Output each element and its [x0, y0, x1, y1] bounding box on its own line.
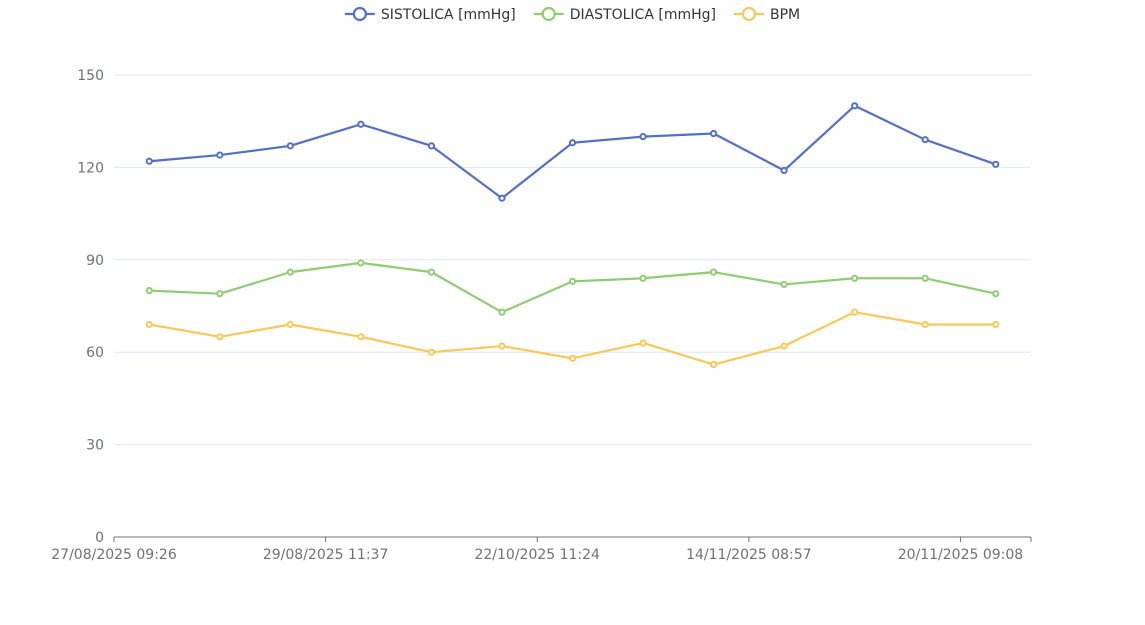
series-line — [149, 261, 996, 314]
data-point[interactable] — [568, 354, 577, 362]
legend-label: SISTOLICA [mmHg] — [381, 7, 516, 23]
data-point[interactable] — [780, 280, 788, 289]
data-point[interactable] — [568, 277, 577, 285]
data-point[interactable] — [145, 320, 153, 329]
data-point[interactable] — [427, 348, 436, 356]
data-point[interactable] — [992, 160, 1000, 168]
legend-circle-icon — [541, 6, 556, 22]
data-point[interactable] — [498, 342, 506, 350]
data-point[interactable] — [286, 142, 294, 150]
data-point[interactable] — [568, 139, 577, 147]
data-point[interactable] — [921, 136, 929, 144]
y-tick-label: 60 — [86, 345, 104, 361]
data-point[interactable] — [639, 339, 647, 347]
legend-item[interactable]: BPM — [733, 6, 800, 23]
data-point[interactable] — [992, 320, 1000, 329]
y-tick-label: 0 — [95, 530, 104, 546]
data-point[interactable] — [921, 320, 929, 329]
data-point[interactable] — [921, 274, 929, 282]
series-2 — [145, 259, 1000, 316]
data-point[interactable] — [709, 268, 718, 276]
legend-circle-icon — [352, 6, 367, 22]
data-point[interactable] — [851, 308, 859, 316]
data-point[interactable] — [286, 320, 294, 329]
x-tick-label: 14/11/2025 08:57 — [686, 547, 812, 563]
data-point[interactable] — [427, 268, 436, 276]
legend-item[interactable]: SISTOLICA [mmHg] — [344, 6, 516, 23]
data-point[interactable] — [992, 290, 1000, 298]
x-tick-label: 20/11/2025 09:08 — [898, 547, 1024, 563]
data-point[interactable] — [357, 259, 365, 267]
legend-label: BPM — [770, 7, 800, 23]
data-point[interactable] — [639, 133, 647, 141]
y-tick-label: 150 — [77, 68, 104, 84]
data-point[interactable] — [216, 290, 224, 298]
series-layer — [145, 102, 1000, 369]
data-point[interactable] — [357, 120, 365, 128]
series-line — [149, 104, 997, 200]
series-1 — [145, 102, 1000, 202]
data-point[interactable] — [357, 333, 365, 341]
data-point[interactable] — [145, 157, 153, 165]
legend[interactable]: SISTOLICA [mmHg] DIASTOLICA [mmHg] BPM — [344, 6, 800, 23]
data-point[interactable] — [216, 151, 224, 159]
grid-lines — [114, 74, 1031, 446]
legend-item[interactable]: DIASTOLICA [mmHg] — [533, 6, 716, 23]
x-axis: 27/08/2025 09:26 29/08/2025 11:37 22/10/20… — [51, 536, 1032, 563]
x-tick-label: 22/10/2025 11:24 — [474, 547, 600, 563]
data-point[interactable] — [216, 333, 224, 341]
data-point[interactable] — [709, 360, 718, 369]
y-tick-label: 120 — [77, 160, 104, 176]
y-tick-label: 90 — [86, 253, 104, 269]
data-point[interactable] — [639, 274, 647, 282]
x-tick-label: 29/08/2025 11:37 — [263, 547, 389, 563]
y-tick-label: 30 — [86, 438, 104, 454]
data-point[interactable] — [851, 274, 859, 282]
data-point[interactable] — [286, 268, 294, 276]
data-point[interactable] — [498, 308, 506, 316]
data-point[interactable] — [498, 194, 506, 202]
data-point[interactable] — [780, 166, 788, 175]
x-tick-label: 27/08/2025 09:26 — [51, 547, 177, 563]
y-axis: 0 30 60 90 120 150 — [77, 68, 104, 546]
series-3 — [145, 308, 1000, 369]
data-point[interactable] — [780, 342, 788, 350]
legend-circle-icon — [741, 6, 757, 22]
data-point[interactable] — [709, 129, 718, 138]
legend-label: DIASTOLICA [mmHg] — [570, 7, 716, 23]
data-point[interactable] — [427, 142, 436, 150]
data-point[interactable] — [851, 102, 859, 110]
data-point[interactable] — [145, 287, 153, 295]
